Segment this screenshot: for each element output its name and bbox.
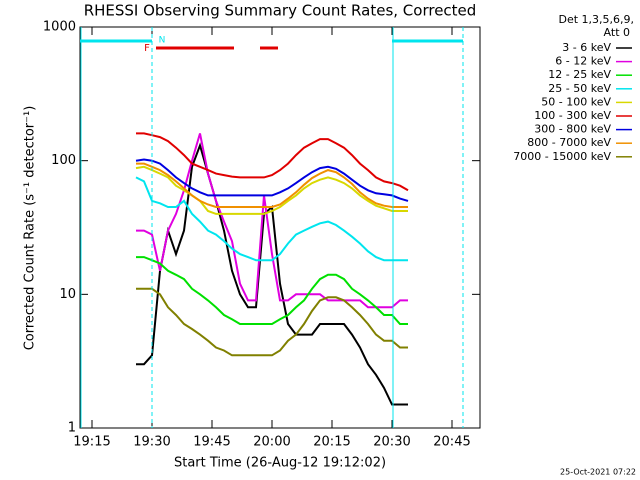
legend-label: 7000 - 15000 keV: [513, 150, 611, 163]
flare-label: F: [144, 43, 150, 54]
y-tick-label: 1: [68, 421, 76, 436]
legend-label: 25 - 50 keV: [548, 82, 611, 95]
legend-label: 100 - 300 keV: [534, 109, 611, 122]
y-tick-label: 100: [51, 153, 76, 168]
legend-label: 50 - 100 keV: [541, 95, 611, 108]
legend-label: 6 - 12 keV: [555, 55, 611, 68]
night-label: N: [159, 36, 166, 46]
x-tick-label: 19:30: [133, 435, 170, 450]
legend-label: 300 - 800 keV: [534, 123, 611, 136]
y-tick-label: 1000: [43, 20, 76, 35]
footer-date: 25-Oct-2021 07:22: [560, 468, 636, 477]
legend-label: 12 - 25 keV: [548, 68, 611, 81]
series-line: [136, 133, 408, 309]
series-line: [136, 162, 408, 208]
x-tick-label: 20:45: [433, 435, 470, 450]
x-tick-label: 19:45: [193, 435, 230, 450]
legend-header: Det 1,3,5,6,9,: [558, 13, 634, 26]
legend-header: Att 0: [604, 26, 630, 39]
series-line: [136, 132, 409, 192]
x-tick-label: 19:15: [73, 435, 110, 450]
chart-title: RHESSI Observing Summary Count Rates, Co…: [84, 2, 477, 20]
series-layer: [135, 132, 409, 406]
x-tick-label: 20:00: [253, 435, 290, 450]
y-tick-label: 10: [59, 287, 76, 302]
x-axis-label: Start Time (26-Aug-12 19:12:02): [174, 456, 386, 471]
x-tick-label: 20:30: [373, 435, 410, 450]
x-tick-label: 20:15: [313, 435, 350, 450]
legend-label: 800 - 7000 keV: [527, 136, 611, 149]
y-axis-label: Corrected Count Rate (s⁻¹ detector⁻¹): [23, 106, 38, 351]
series-line: [135, 165, 408, 215]
plot-frame: [79, 26, 481, 429]
legend-label: 3 - 6 keV: [562, 41, 611, 54]
series-line: [136, 256, 408, 325]
series-line: [135, 158, 409, 202]
series-line: [136, 287, 408, 357]
series-line: [135, 176, 408, 262]
